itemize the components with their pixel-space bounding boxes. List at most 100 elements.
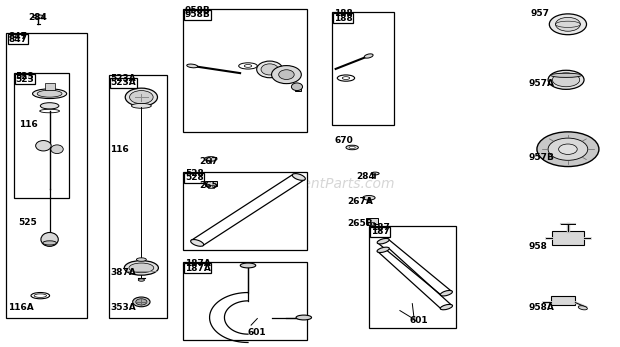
Ellipse shape [36,141,51,151]
Ellipse shape [363,195,375,200]
Circle shape [549,14,587,35]
Ellipse shape [125,88,157,106]
Ellipse shape [33,15,44,18]
Bar [183,9,307,132]
Ellipse shape [138,279,144,281]
Ellipse shape [364,54,373,58]
Bar [208,185,214,188]
Text: 958A: 958A [528,303,554,312]
Ellipse shape [292,174,306,180]
Ellipse shape [43,241,56,245]
Ellipse shape [51,145,63,154]
Bar [108,75,167,318]
Text: 957: 957 [530,9,549,18]
Ellipse shape [551,73,582,77]
Ellipse shape [272,66,301,84]
Ellipse shape [349,146,355,149]
Bar [368,222,374,225]
Ellipse shape [261,64,278,75]
Text: 847: 847 [8,32,27,41]
Ellipse shape [32,89,67,99]
Ellipse shape [578,306,587,310]
Text: 847: 847 [8,35,27,44]
Ellipse shape [279,70,294,79]
Bar [366,218,378,224]
Text: 957B: 957B [528,153,554,162]
Ellipse shape [130,91,153,104]
Ellipse shape [291,83,303,91]
Ellipse shape [377,238,389,244]
Bar [295,85,301,91]
Ellipse shape [296,315,312,320]
Ellipse shape [41,232,58,246]
Ellipse shape [371,172,379,175]
Ellipse shape [133,297,150,307]
Ellipse shape [244,65,252,67]
Text: 528: 528 [185,169,203,178]
Text: 284: 284 [29,13,47,22]
Text: 523: 523 [16,75,34,84]
Bar [551,296,575,305]
Bar [552,231,584,245]
Ellipse shape [34,294,46,297]
Text: 116A: 116A [8,303,34,312]
Text: 958B: 958B [185,10,211,19]
Bar [14,73,69,198]
Text: 284: 284 [356,172,375,181]
Bar [332,12,394,125]
Text: 670: 670 [335,136,353,145]
Text: 187A: 187A [185,264,211,273]
Text: 958: 958 [528,242,547,251]
Ellipse shape [239,63,257,69]
Circle shape [556,17,580,31]
Ellipse shape [241,263,255,268]
Text: 188: 188 [334,14,352,23]
Text: 957A: 957A [528,79,554,88]
Bar [45,83,55,90]
Text: 187: 187 [371,223,389,232]
Ellipse shape [187,64,198,68]
Text: 116: 116 [19,120,37,129]
Circle shape [548,138,588,160]
Ellipse shape [440,290,453,296]
Ellipse shape [346,145,358,150]
Text: 267A: 267A [347,197,373,206]
Text: 523A: 523A [110,78,136,87]
Bar [183,172,307,250]
Bar [205,181,217,186]
Ellipse shape [377,247,389,253]
Ellipse shape [548,70,584,90]
Text: 601: 601 [409,316,428,325]
Ellipse shape [337,75,355,81]
Text: 387A: 387A [110,268,136,277]
Text: 187: 187 [371,227,389,236]
Ellipse shape [40,109,60,113]
Text: 188: 188 [334,9,352,18]
Ellipse shape [190,239,204,246]
Text: 528: 528 [185,174,203,183]
Text: 525: 525 [19,218,37,227]
Ellipse shape [342,77,350,79]
Circle shape [537,132,599,167]
Ellipse shape [37,90,62,97]
Ellipse shape [552,73,580,87]
Ellipse shape [136,299,147,305]
Text: 523A: 523A [110,74,136,83]
Text: 958B: 958B [185,6,211,15]
Text: 187A: 187A [185,259,211,268]
Circle shape [559,144,577,154]
Text: 265B: 265B [347,219,373,228]
Bar [369,226,456,328]
Text: eReplacementParts.com: eReplacementParts.com [225,177,395,191]
Ellipse shape [131,103,151,108]
Text: 353A: 353A [110,303,136,312]
Bar [183,262,307,340]
Bar [6,33,87,318]
Ellipse shape [31,293,50,299]
Ellipse shape [440,304,453,310]
Text: 116: 116 [110,145,129,154]
Text: 523: 523 [16,72,34,81]
Text: 267: 267 [200,157,218,166]
Ellipse shape [125,261,159,275]
Text: 601: 601 [248,328,267,337]
